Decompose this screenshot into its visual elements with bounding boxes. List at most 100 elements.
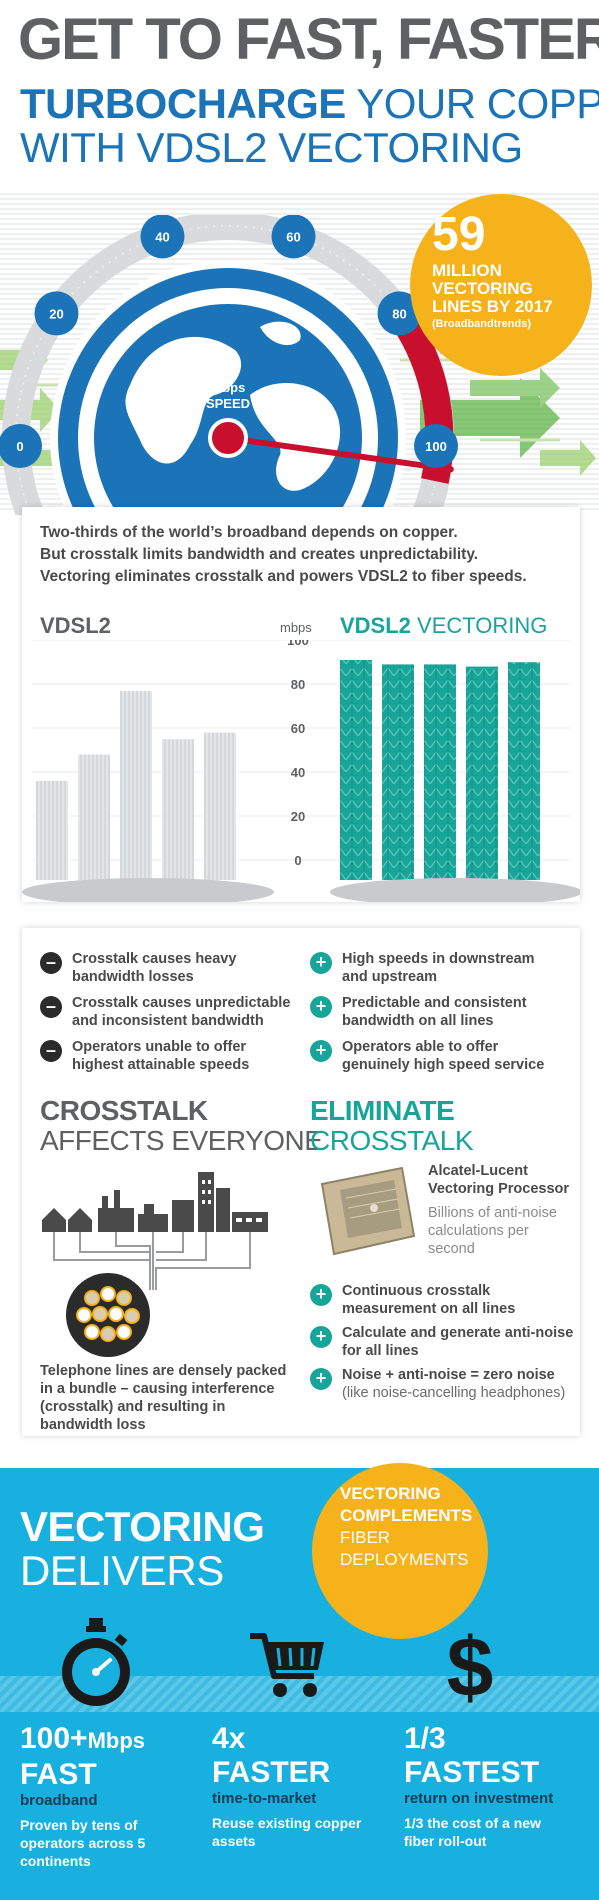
dollar-icon: $ (447, 1620, 494, 1710)
stat-fastest-head: FASTEST (404, 1756, 540, 1789)
cons-item: – Crosstalk causes heavy bandwidth losse… (40, 950, 300, 986)
stat-fastest-desc1: 1/3 the cost of a new (404, 1815, 541, 1831)
gauge-unit-2: SPEED (206, 396, 250, 411)
stat-fast-desc1: Proven by tens of (20, 1817, 138, 1833)
subtitle-line2: WITH VDSL2 VECTORING (20, 124, 523, 171)
cons-item: – Crosstalk causes unpredictable and inc… (40, 994, 300, 1030)
stat-fastest-desc2: fiber roll-out (404, 1833, 487, 1849)
cable-wire (108, 1306, 124, 1322)
crosstalk-head1: CROSSTALK (40, 1095, 208, 1126)
minus-icon: – (40, 1040, 62, 1062)
subtitle-rest: YOUR COPPER (356, 80, 599, 127)
plus-icon: + (310, 1040, 332, 1062)
eliminate-point: + Noise + anti-noise = zero noise (like … (310, 1366, 580, 1402)
pros-item: + High speeds in downstream and upstream (310, 950, 580, 986)
gauge-tick-badge (271, 215, 316, 259)
cable-wire (124, 1308, 140, 1324)
processor-desc-line3: second (428, 1241, 475, 1257)
processor-chip-icon (320, 1166, 416, 1256)
speed-gauge: 0 20 40 60 80 100 mbps SPEED (0, 215, 458, 515)
eliminate-points: + Continuous crosstalk measurement on al… (310, 1282, 580, 1402)
cons-item-line2: and inconsistent bandwidth (72, 1013, 264, 1029)
pros-item: + Predictable and consistent bandwidth o… (310, 994, 580, 1030)
eliminate-point-line1: Continuous crosstalk (342, 1283, 491, 1299)
eliminate-point: + Continuous crosstalk measurement on al… (310, 1282, 580, 1318)
vdsl2-title: VDSL2 (40, 613, 111, 638)
cons-item-line2: highest attainable speeds (72, 1057, 250, 1073)
cons-item-line1: Crosstalk causes unpredictable (72, 995, 291, 1011)
stat-fastest: 1/3 FASTEST return on investment 1/3 the… (404, 1722, 594, 1850)
pros-item-line2: and upstream (342, 969, 438, 985)
cons-item-line1: Crosstalk causes heavy (72, 951, 237, 967)
shopping-cart-icon (250, 1633, 324, 1697)
stat-fast-desc3: continents (20, 1853, 91, 1869)
vectoring-bar (466, 666, 498, 880)
stat-fast-unit: Mbps (87, 1728, 146, 1753)
pros-item-line1: Operators able to offer (342, 1039, 499, 1055)
crosstalk-desc-line1: Telephone lines are densely packed (40, 1363, 287, 1379)
eliminate-point-line2: measurement on all lines (342, 1301, 516, 1317)
minus-icon: – (40, 996, 62, 1018)
plus-icon: + (310, 996, 332, 1018)
pros-list: + High speeds in downstream and upstream… (310, 950, 580, 1074)
cable-wire (84, 1324, 100, 1340)
eliminate-point-line2: (like noise-cancelling headphones) (342, 1385, 566, 1401)
cons-item-line1: Operators unable to offer (72, 1039, 247, 1055)
axis-tick-label: 20 (291, 809, 305, 824)
page-subtitle: TURBOCHARGE YOUR COPPER WITH VDSL2 VECTO… (20, 82, 599, 170)
intro-line2: But crosstalk limits bandwidth and creat… (40, 546, 479, 563)
vectoring-bar (382, 664, 414, 880)
chart-unit: mbps (280, 620, 312, 635)
bubble-line3: FIBER (340, 1528, 391, 1547)
stat-faster: 4x FASTER time-to-market Reuse existing … (212, 1722, 392, 1850)
cable-wire (100, 1326, 116, 1342)
vdsl2-bar (36, 781, 68, 880)
crosstalk-head2: AFFECTS EVERYONE (40, 1125, 323, 1156)
delivers-head1: VECTORING (20, 1503, 265, 1550)
stat-fast-sub: broadband (20, 1792, 98, 1809)
processor-name-line1: Alcatel-Lucent (428, 1163, 528, 1179)
pros-item-line2: genuinely high speed service (342, 1057, 545, 1073)
stat-faster-number: 4x (212, 1722, 246, 1755)
gauge-tick-label: 80 (392, 306, 406, 321)
stat-fast-desc2: operators across 5 (20, 1835, 146, 1851)
intro-line3: Vectoring eliminates crosstalk and power… (40, 568, 527, 585)
delivers-head2: DELIVERS (20, 1547, 224, 1594)
vdsl2-bar (78, 754, 110, 880)
cable-wire (100, 1286, 116, 1302)
crosstalk-desc-line3: (crosstalk) and resulting in (40, 1399, 226, 1415)
plus-icon: + (310, 1326, 332, 1348)
city-cable-illustration (42, 1172, 268, 1357)
stat-fastest-number: 1/3 (404, 1722, 446, 1755)
processor-info: Alcatel-Lucent Vectoring Processor Billi… (428, 1162, 578, 1258)
axis-tick-label: 40 (291, 765, 305, 780)
axis-tick-label: 60 (291, 721, 305, 736)
gauge-tick-badge (414, 424, 458, 468)
intro-text: Two-thirds of the world’s broadband depe… (40, 522, 580, 588)
gauge-tick-label: 20 (49, 306, 63, 321)
eliminate-head2: CROSSTALK (310, 1125, 474, 1156)
cons-item-line2: bandwidth losses (72, 969, 194, 985)
crosstalk-desc-line2: in a bundle – causing interference (40, 1381, 275, 1397)
axis-tick-label: 0 (294, 853, 301, 868)
stat-source: (Broadbandtrends) (432, 318, 531, 330)
gauge-tick-label: 100 (425, 439, 447, 454)
bubble-line4: DEPLOYMENTS (340, 1550, 469, 1569)
stat-fast-number: 100+ (20, 1722, 88, 1755)
stat-line1: MILLION (432, 261, 502, 280)
stat-faster-desc1: Reuse existing copper (212, 1815, 362, 1831)
stat-faster-desc2: assets (212, 1833, 256, 1849)
vectoring-bar (508, 662, 540, 880)
stat-fastest-sub: return on investment (404, 1790, 554, 1807)
eliminate-heading: ELIMINATE CROSSTALK (310, 1096, 474, 1156)
crosstalk-description: Telephone lines are densely packed in a … (40, 1362, 286, 1434)
vectoring-bar (424, 664, 456, 880)
minus-icon: – (40, 952, 62, 974)
eliminate-point-line1: Noise + anti-noise = zero noise (342, 1367, 555, 1383)
gauge-tick-badge (140, 215, 185, 259)
stat-fast-head: FAST (20, 1758, 97, 1791)
cable-wire (116, 1324, 132, 1340)
svg-text:$: $ (447, 1620, 494, 1710)
pros-item-line2: bandwidth on all lines (342, 1013, 494, 1029)
